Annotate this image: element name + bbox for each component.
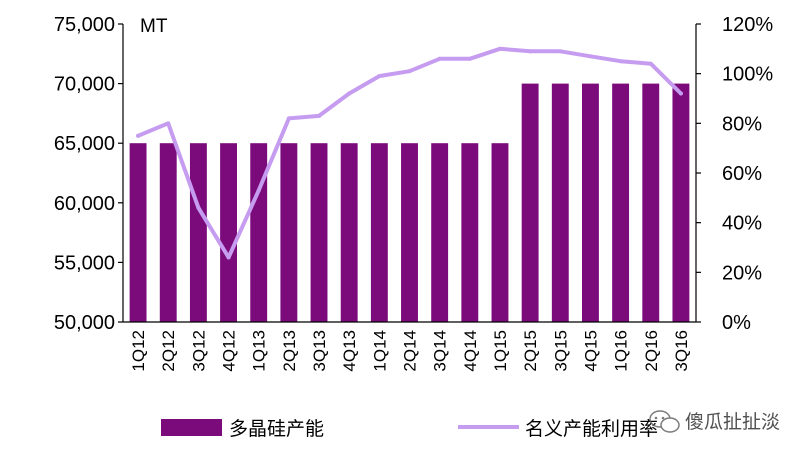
- left-tick-label: 65,000: [54, 133, 115, 155]
- legend-label-bars: 多晶硅产能: [229, 418, 324, 440]
- bar-4Q13: [340, 143, 358, 322]
- bars-series: [129, 83, 690, 322]
- x-tick-label: 3Q12: [189, 330, 208, 372]
- bar-1Q16: [612, 83, 630, 322]
- x-tick-label: 2Q16: [642, 330, 661, 372]
- wechat-icon: [649, 410, 680, 433]
- x-tick-label: 2Q15: [521, 330, 540, 372]
- right-tick-label: 20%: [722, 262, 762, 284]
- line-point-3Q15: [558, 49, 563, 54]
- line-point-2Q13: [286, 116, 291, 121]
- x-tick-label: 2Q12: [159, 330, 178, 372]
- bar-1Q13: [250, 143, 268, 322]
- bar-4Q15: [582, 83, 599, 322]
- bar-1Q14: [370, 143, 388, 322]
- x-tick-label: 3Q15: [551, 330, 570, 372]
- right-axis-tick-marks: [696, 23, 701, 323]
- legend: 多晶硅产能 名义产能利用率: [161, 418, 658, 440]
- left-tick-label: 60,000: [54, 193, 115, 215]
- x-tick-label: 1Q14: [370, 330, 389, 372]
- x-tick-label: 3Q16: [672, 330, 691, 372]
- line-point-4Q12: [226, 255, 231, 260]
- right-tick-label: 80%: [722, 113, 762, 135]
- x-tick-label: 2Q13: [280, 330, 299, 372]
- x-tick-label: 1Q12: [129, 330, 148, 372]
- left-axis-tick-marks: [118, 23, 123, 323]
- utilization-line-points: [136, 46, 683, 260]
- x-tick-label: 4Q13: [340, 330, 359, 372]
- x-tick-label: 2Q14: [401, 330, 420, 372]
- line-point-2Q16: [648, 61, 653, 66]
- watermark-text: 傻瓜扯扯淡: [685, 411, 780, 433]
- bar-2Q15: [521, 83, 539, 322]
- line-point-4Q15: [588, 54, 593, 59]
- line-point-2Q12: [166, 121, 171, 126]
- bar-2Q13: [280, 143, 298, 322]
- right-tick-label: 0%: [722, 312, 751, 334]
- left-tick-label: 55,000: [54, 252, 115, 274]
- line-point-3Q13: [317, 113, 322, 118]
- line-point-2Q14: [407, 69, 412, 74]
- bar-3Q13: [310, 143, 328, 322]
- left-axis-ticks: 50,000 55,000 60,000 65,000 70,000 75,000: [54, 14, 115, 334]
- y-axis-unit-label: MT: [140, 16, 168, 37]
- bar-1Q12: [129, 143, 147, 322]
- bar-3Q15: [551, 83, 569, 322]
- bar-3Q12: [189, 143, 207, 322]
- line-point-1Q14: [377, 74, 382, 79]
- line-point-2Q15: [528, 49, 533, 54]
- legend-label-line: 名义产能利用率: [525, 418, 658, 440]
- right-axis-ticks: 0% 20% 40% 60% 80% 100% 120%: [722, 14, 773, 334]
- watermark: 傻瓜扯扯淡: [649, 410, 780, 433]
- right-tick-label: 100%: [722, 64, 773, 86]
- right-tick-label: 120%: [722, 14, 773, 36]
- left-tick-label: 75,000: [54, 14, 115, 36]
- line-point-1Q15: [497, 46, 502, 51]
- x-tick-label: 4Q15: [581, 330, 600, 372]
- left-tick-label: 70,000: [54, 74, 115, 96]
- line-point-3Q12: [196, 205, 201, 210]
- bar-4Q12: [220, 143, 237, 322]
- x-tick-label: 1Q13: [250, 330, 269, 372]
- line-point-1Q16: [618, 59, 623, 64]
- bar-1Q15: [491, 143, 509, 322]
- line-point-1Q13: [256, 188, 261, 193]
- line-point-3Q16: [678, 91, 683, 96]
- x-tick-label: 4Q14: [461, 330, 480, 372]
- bar-4Q14: [461, 143, 479, 322]
- x-axis-ticks: 1Q12 2Q12 3Q12 4Q12 1Q13 2Q13 3Q13 4Q13 1Q14 2Q14…: [129, 330, 691, 372]
- bar-3Q16: [672, 83, 690, 322]
- x-tick-label: 3Q13: [310, 330, 329, 372]
- line-point-3Q14: [437, 56, 442, 61]
- x-tick-label: 1Q15: [491, 330, 510, 372]
- x-tick-label: 3Q14: [431, 330, 450, 372]
- left-tick-label: 50,000: [54, 312, 115, 334]
- line-point-1Q12: [136, 133, 141, 138]
- right-tick-label: 60%: [722, 163, 762, 185]
- bar-2Q16: [642, 83, 660, 322]
- line-point-4Q14: [467, 56, 472, 61]
- x-tick-label: 1Q16: [612, 330, 631, 372]
- bar-2Q14: [401, 143, 418, 322]
- x-tick-label: 4Q12: [220, 330, 239, 372]
- legend-swatch-bars: [161, 419, 222, 436]
- right-tick-label: 40%: [722, 213, 762, 235]
- bar-2Q12: [159, 143, 177, 322]
- bar-3Q14: [431, 143, 449, 322]
- line-point-4Q13: [347, 91, 352, 96]
